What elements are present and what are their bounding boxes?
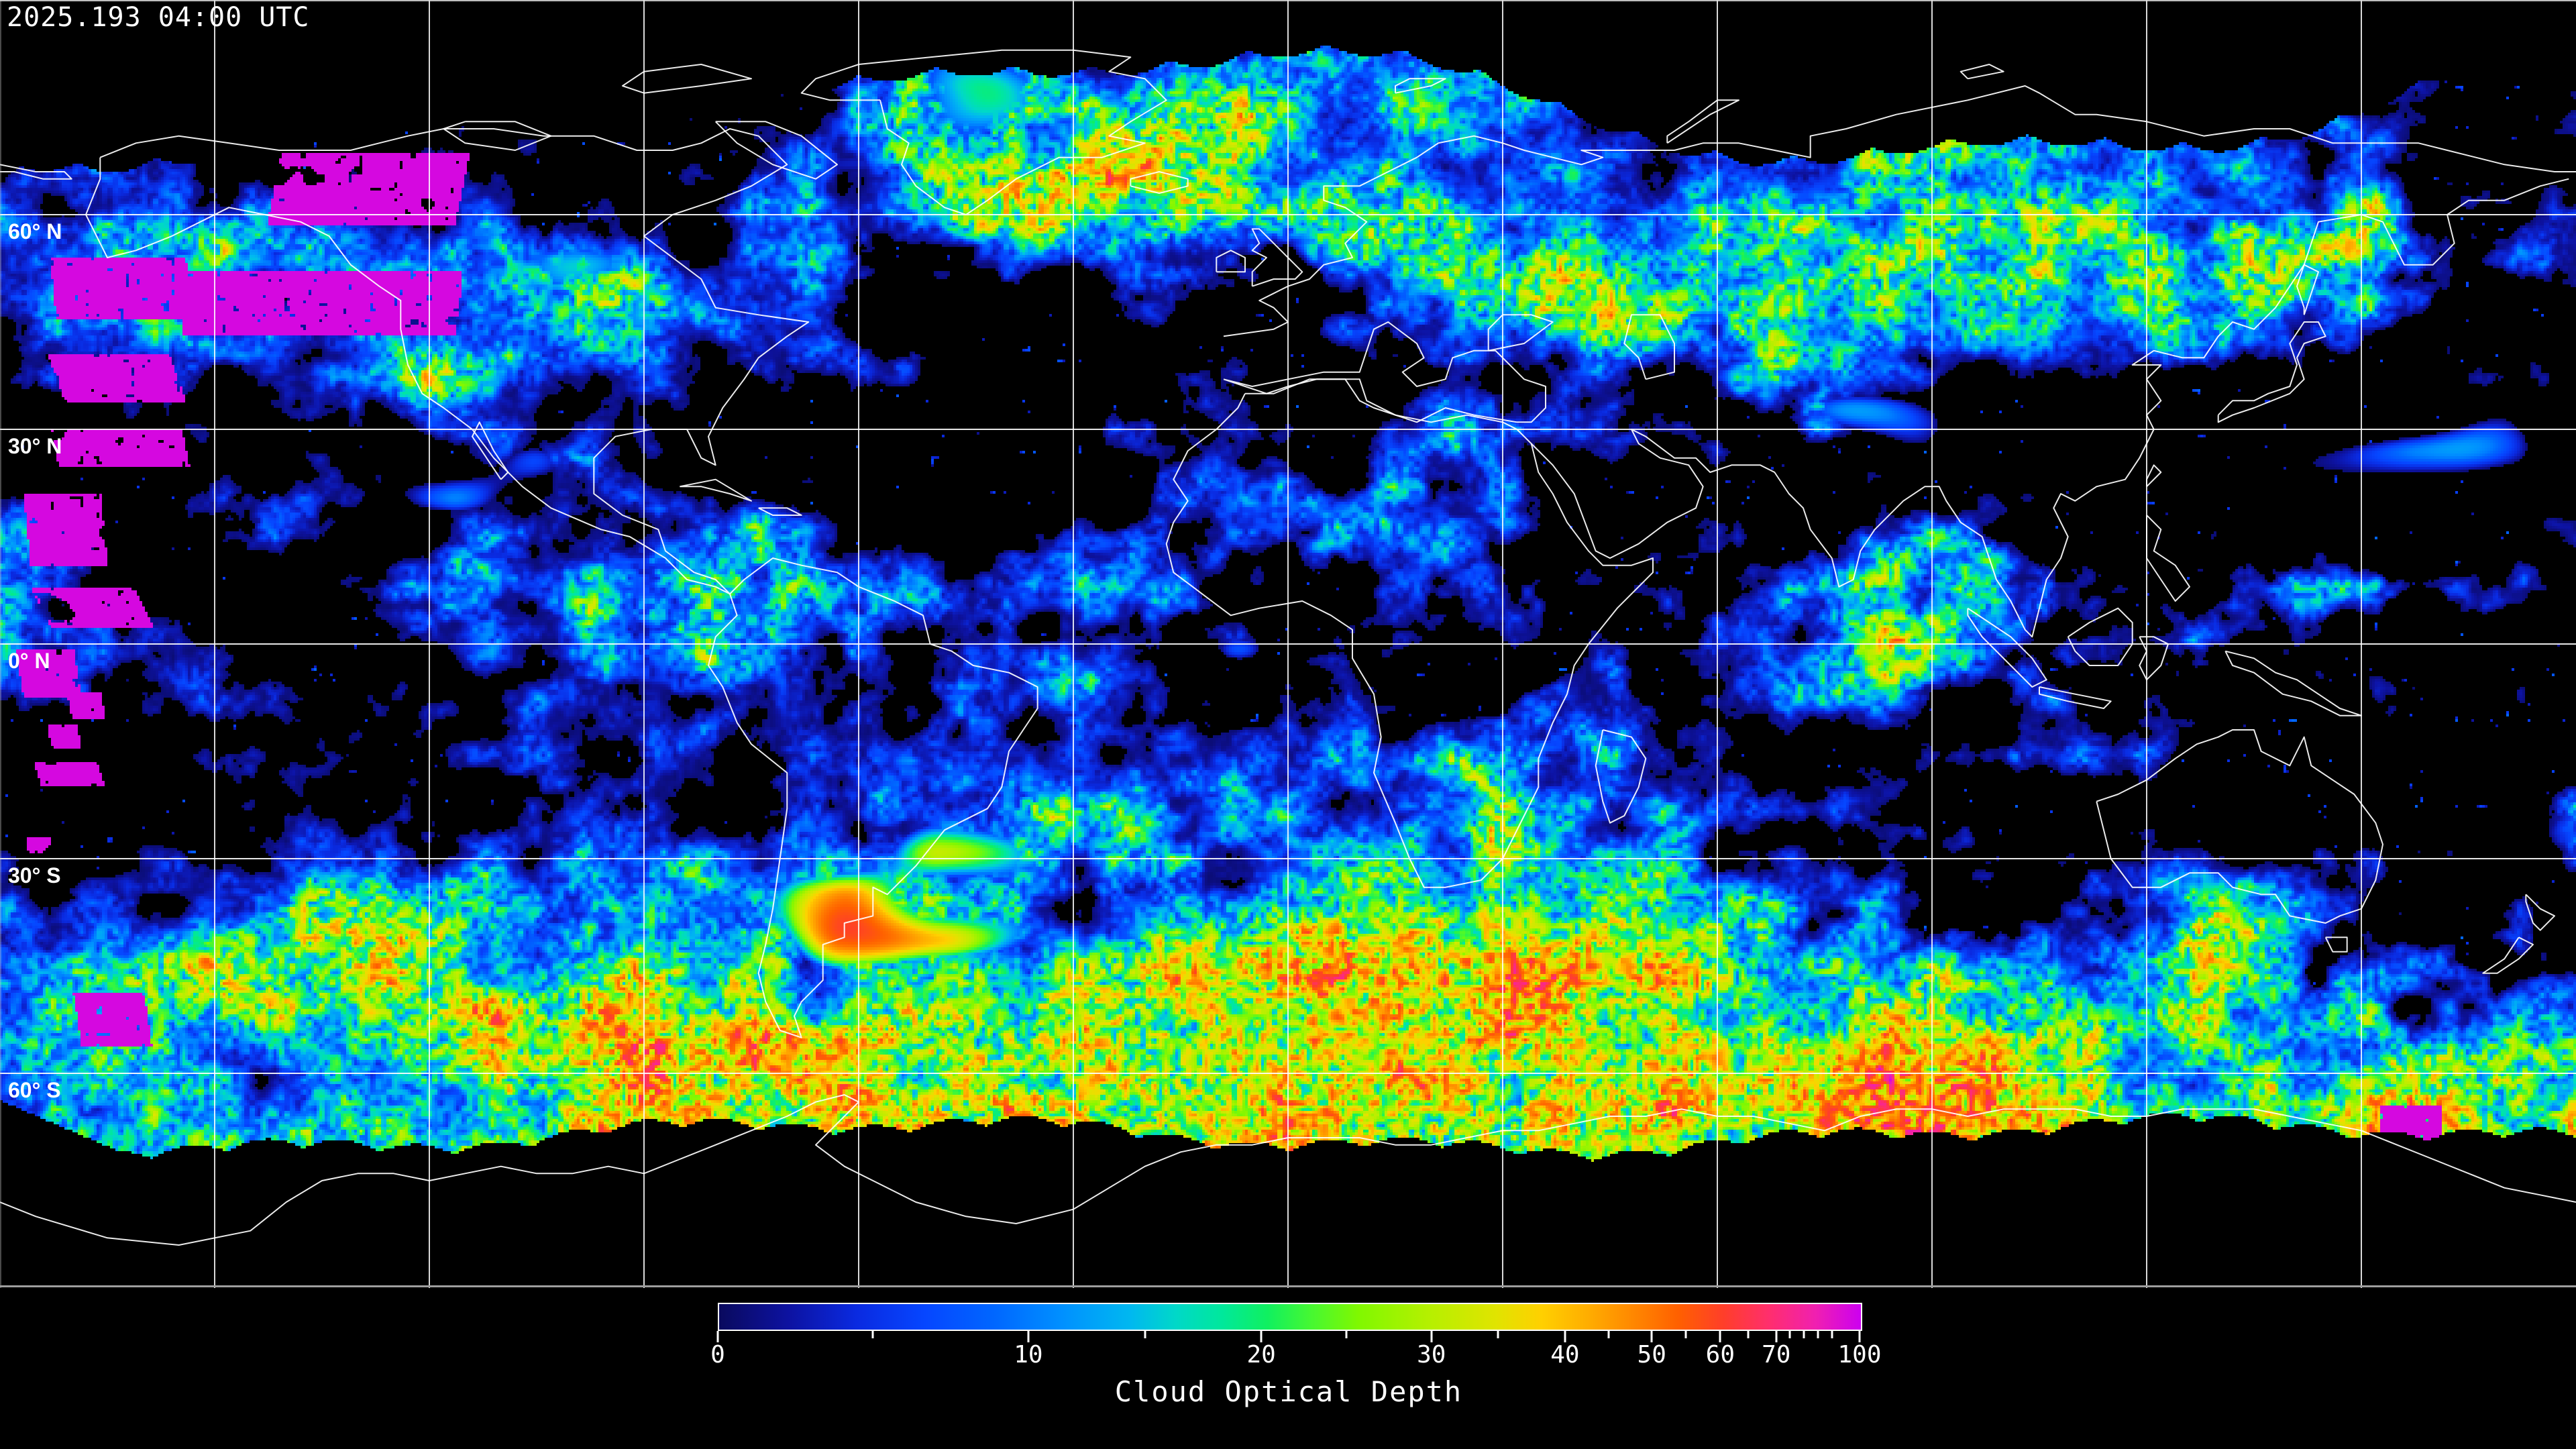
colorbar-major-tick xyxy=(1775,1331,1778,1342)
coastline-path xyxy=(85,128,810,595)
coastline-path xyxy=(1487,314,1554,352)
colorbar-major-tick xyxy=(1650,1331,1653,1342)
colorbar xyxy=(718,1303,1862,1331)
coastline-path xyxy=(2482,936,2534,974)
colorbar-major-tick xyxy=(1719,1331,1721,1342)
map-overlay xyxy=(0,0,2576,1288)
coastline-path xyxy=(1223,85,2576,337)
coastline-path xyxy=(1395,78,1446,94)
latitude-label: 60° S xyxy=(8,1078,61,1102)
colorbar-tick-label: 0 xyxy=(710,1341,725,1368)
coastline-path xyxy=(2139,636,2169,681)
colorbar-minor-tick xyxy=(1607,1331,1610,1338)
map-border-top xyxy=(0,0,2576,1)
colorbar-tick-label: 70 xyxy=(1762,1341,1791,1368)
coastline-path xyxy=(1666,99,1739,144)
colorbar-minor-tick xyxy=(871,1331,874,1338)
coastline-path xyxy=(1130,171,1189,194)
coastline-path xyxy=(1960,64,2004,80)
colorbar-tick-label: 20 xyxy=(1246,1341,1276,1368)
coastline-path xyxy=(2146,515,2190,602)
coastline-path xyxy=(2067,607,2133,666)
coastline-path xyxy=(1530,178,2569,638)
coastline-path xyxy=(0,1094,2576,1246)
coastline-path xyxy=(1223,321,1546,423)
coastline-path xyxy=(1165,378,1654,888)
coastline-path xyxy=(2324,936,2348,953)
colorbar-tick-label: 10 xyxy=(1014,1341,1043,1368)
colorbar-minor-tick xyxy=(1684,1331,1687,1338)
timestamp-label: 2025.193 04:00 UTC xyxy=(7,2,310,33)
colorbar-minor-tick xyxy=(1831,1331,1833,1338)
coastline-path xyxy=(472,421,509,480)
coastline-path xyxy=(2096,729,2383,924)
coastline-path xyxy=(2039,686,2112,709)
coastlines xyxy=(0,49,2576,1246)
coastline-path xyxy=(443,121,552,151)
colorbar-minor-tick xyxy=(1345,1331,1348,1338)
colorbar-minor-tick xyxy=(1747,1331,1750,1338)
colorbar-tick-labels: 0 10 20 30 40 50 60 70 100 xyxy=(710,1341,1881,1368)
coastline-path xyxy=(622,64,752,94)
coastline-path xyxy=(2224,650,2362,716)
colorbar-major-tick xyxy=(1564,1331,1566,1342)
colorbar-tick-label: 40 xyxy=(1550,1341,1580,1368)
coastline-path xyxy=(680,478,752,502)
colorbar-major-tick xyxy=(1260,1331,1263,1342)
coastline-path xyxy=(1251,228,1303,287)
coastline-path xyxy=(1595,729,1647,824)
coastline-path xyxy=(1967,607,2047,688)
graticule-gridlines xyxy=(0,0,2576,1288)
map-border-left xyxy=(0,0,1,1288)
latitude-label: 0° N xyxy=(8,649,50,673)
global-cloud-map: 2025.193 04:00 UTC 60° N 30° N 0° N 30° S 60… xyxy=(0,0,2576,1288)
coastline-path xyxy=(2296,264,2319,315)
coastline-path xyxy=(800,49,1167,215)
colorbar-minor-tick xyxy=(1144,1331,1146,1338)
latitude-label: 30° N xyxy=(8,434,62,458)
coastline-path xyxy=(2217,321,2326,423)
colorbar-tick-label: 60 xyxy=(1705,1341,1735,1368)
coastline-path xyxy=(2146,464,2162,488)
map-border-bottom xyxy=(0,1285,2576,1287)
colorbar-minor-tick xyxy=(1817,1331,1819,1338)
colorbar-tick-label: 100 xyxy=(1837,1341,1882,1368)
coastline-path xyxy=(1623,314,1675,380)
coastline-path xyxy=(0,164,72,180)
colorbar-major-tick xyxy=(1858,1331,1861,1342)
coastline-path xyxy=(1216,250,1246,273)
latitude-label: 60° N xyxy=(8,219,62,244)
colorbar-minor-tick xyxy=(1497,1331,1499,1338)
colorbar-title: Cloud Optical Depth xyxy=(1114,1375,1463,1408)
colorbar-tick-label: 50 xyxy=(1637,1341,1666,1368)
coastline-path xyxy=(708,557,1038,1038)
coastline-path xyxy=(758,507,802,516)
coastline-path xyxy=(2525,894,2555,931)
coastline-path xyxy=(714,121,838,180)
latitude-label: 30° S xyxy=(8,863,61,888)
colorbar-major-tick xyxy=(1430,1331,1433,1342)
legend: 0 10 20 30 40 50 60 70 100 Cloud Optical Depth xyxy=(0,1288,2576,1449)
colorbar-major-tick xyxy=(716,1331,719,1342)
colorbar-major-tick xyxy=(1027,1331,1030,1342)
colorbar-ticks xyxy=(716,1331,1861,1343)
colorbar-minor-tick xyxy=(1788,1331,1791,1338)
colorbar-tick-label: 30 xyxy=(1417,1341,1446,1368)
colorbar-minor-tick xyxy=(1803,1331,1805,1338)
